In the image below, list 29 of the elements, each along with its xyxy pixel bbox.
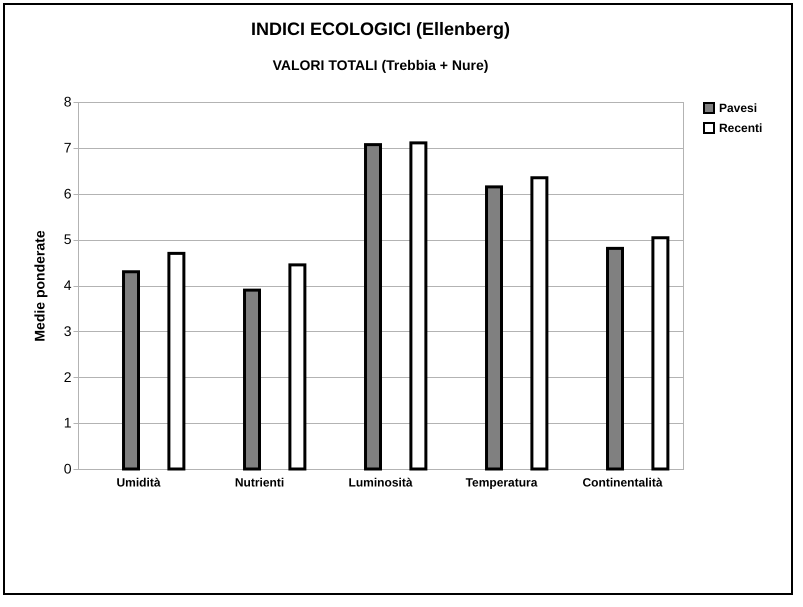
bar [485, 185, 503, 470]
legend-label: Recenti [719, 121, 762, 135]
bar [651, 236, 670, 470]
bar [122, 270, 140, 470]
bar [409, 141, 428, 470]
bar [606, 246, 624, 470]
y-axis-title: Medie ponderate [32, 230, 48, 342]
x-tick-label: Temperatura [466, 476, 538, 490]
y-tick-label: 1 [64, 414, 72, 431]
y-tick-label: 4 [64, 277, 72, 293]
x-tick-label: Continentalità [582, 476, 663, 490]
bar [364, 143, 382, 470]
y-tick-label: 3 [64, 322, 72, 339]
bar [530, 176, 548, 470]
x-tick-label: Nutrienti [234, 476, 284, 490]
bar [288, 263, 306, 470]
x-tick-label: Luminosità [348, 476, 413, 490]
bar [167, 252, 186, 470]
y-tick-label: 6 [64, 185, 72, 202]
y-tick-label: 8 [64, 94, 72, 110]
y-tick-label: 2 [64, 368, 72, 385]
chart-title: INDICI ECOLOGICI (Ellenberg) [250, 19, 510, 39]
bar [243, 288, 261, 470]
y-tick-label: 0 [64, 460, 72, 476]
y-tick-label: 5 [64, 231, 72, 248]
y-tick-label: 7 [64, 139, 72, 156]
x-tick-label: Umidità [116, 476, 161, 490]
chart-subtitle: VALORI TOTALI (Trebbia + Nure) [272, 57, 488, 73]
legend-label: Pavesi [719, 101, 758, 115]
